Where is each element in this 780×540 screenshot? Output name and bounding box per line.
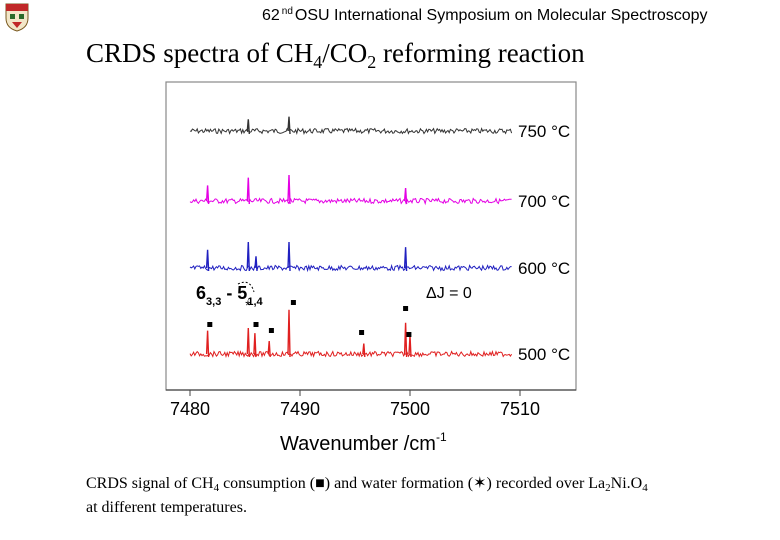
spectral-peak [403,322,408,358]
crds-spectra-chart: 750 °C 700 °C 600 °C 500 °C * 63,3 - 51,4 Δ… [165,81,577,455]
spectral-peak [287,241,291,272]
ch4-marker [403,306,409,311]
spectral-peak [246,177,250,205]
trace-500 [189,349,513,358]
spectral-peak [403,187,408,205]
delta-j-label: ΔJ = 0 [426,285,472,302]
trace-750 [189,127,513,136]
spectral-peak [362,343,366,358]
spectral-peak [403,247,408,272]
university-crest-icon [5,3,29,32]
spectral-peak [205,330,210,358]
x-tick-label: 7490 [280,399,320,419]
spectral-peak [267,340,271,358]
water-star-marker-icon: ✶ [473,475,487,492]
spectral-peak [253,333,257,358]
spectral-peak [254,256,258,272]
slide-title: CRDS spectra of CH4/CO2 reforming reacti… [86,38,585,72]
ch4-marker [268,328,274,333]
water-marker: * [245,297,251,313]
spectral-peak [246,119,250,135]
plot-frame [165,81,577,391]
ch4-marker [359,330,365,335]
trace-700 [189,197,512,206]
temperature-label: 750 °C [518,122,570,141]
ch4-marker [290,300,296,305]
spectral-peak [246,327,250,358]
temperature-label: 700 °C [518,192,570,211]
assignment-arrow [237,281,255,293]
trace-600 [189,263,512,273]
ch4-marker [406,332,412,337]
ch4-marker [253,322,259,327]
spectral-peak [205,185,210,205]
x-axis-label: Wavenumber /cm-1 [280,430,447,455]
ch4-square-marker-icon: ■ [315,475,325,492]
spectral-peak [246,241,250,272]
spectral-peak [287,174,291,205]
temperature-label: 600 °C [518,259,570,278]
x-tick-label: 7480 [170,399,210,419]
figure-caption: CRDS signal of CH4 consumption (■) and w… [86,475,648,516]
assignment-label: 63,3 - 51,4 [196,283,264,308]
ch4-marker [207,322,213,327]
spectral-peak [287,309,291,358]
x-tick-label: 7510 [500,399,540,419]
x-tick-label: 7500 [390,399,430,419]
spectral-peak [287,116,291,135]
spectral-peak [205,249,210,272]
temperature-label: 500 °C [518,345,570,364]
